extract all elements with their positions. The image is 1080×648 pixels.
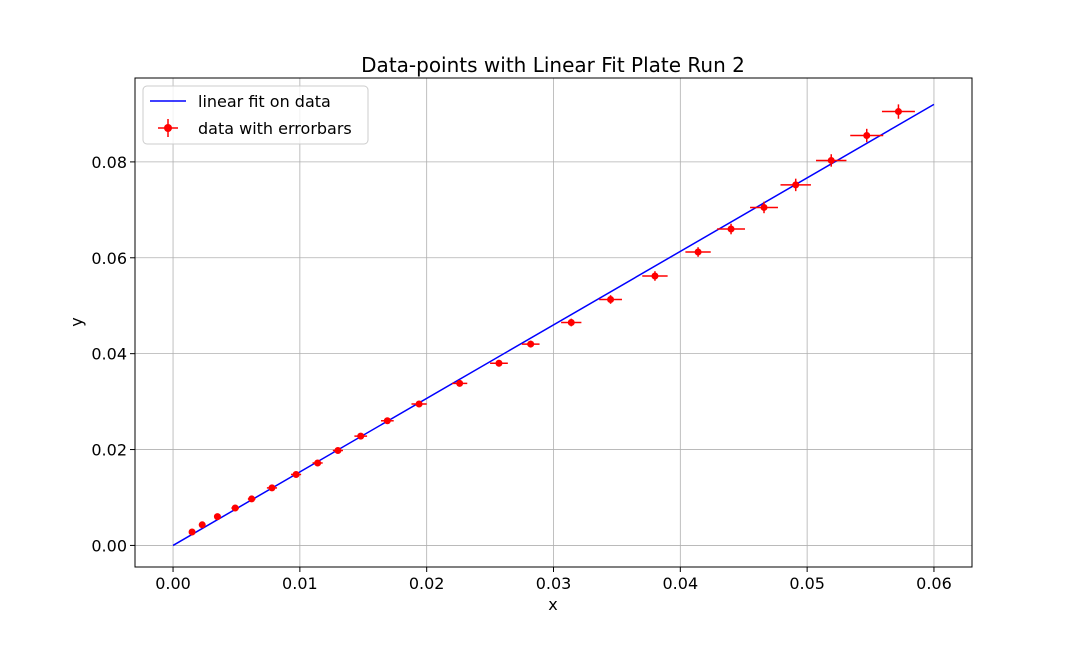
legend-errorbar-swatch (158, 119, 178, 137)
grid (135, 78, 972, 567)
data-marker (527, 340, 535, 348)
data-point (452, 379, 468, 387)
fit-line (172, 103, 935, 547)
data-marker (292, 470, 300, 478)
data-point (750, 201, 778, 214)
data-marker (383, 417, 391, 425)
x-tick-label: 0.03 (536, 574, 572, 593)
data-marker (268, 484, 276, 492)
x-tick-label: 0.05 (789, 574, 825, 593)
data-marker (567, 319, 575, 326)
data-marker (694, 248, 702, 256)
data-point (354, 432, 368, 440)
legend: linear fit on data data with errorbars (142, 85, 369, 145)
y-tick-label: 0.06 (91, 249, 127, 268)
data-point (521, 340, 540, 348)
x-axis-ticks: 0.00 0.01 0.02 0.03 0.04 0.05 0.06 (155, 567, 952, 593)
chart-title: Data-points with Linear Fit Plate Run 2 (361, 53, 745, 77)
data-marker (760, 203, 768, 211)
data-point (290, 470, 302, 478)
data-marker (456, 379, 464, 387)
data-marker (231, 504, 239, 512)
data-point (266, 484, 278, 492)
legend-box (142, 85, 369, 145)
y-axis-label: y (67, 317, 86, 326)
data-marker (334, 447, 342, 455)
data-point (881, 104, 915, 119)
data-points-layer (188, 104, 915, 536)
data-marker (495, 359, 503, 367)
fit-line-layer (172, 103, 935, 547)
y-axis-ticks: 0.00 0.02 0.04 0.06 0.08 (91, 153, 135, 555)
x-tick-label: 0.06 (916, 574, 952, 593)
data-marker (651, 272, 659, 280)
x-tick-label: 0.02 (409, 574, 445, 593)
y-tick-label: 0.00 (91, 536, 127, 555)
data-marker (415, 400, 423, 408)
data-point (213, 513, 221, 521)
data-marker (188, 528, 196, 536)
data-point (490, 359, 508, 367)
data-point (231, 504, 239, 512)
data-marker (198, 521, 206, 529)
data-marker (792, 181, 800, 189)
data-point (685, 247, 711, 257)
data-point (780, 178, 811, 192)
data-point (332, 447, 343, 455)
data-point (717, 223, 745, 235)
data-point (247, 495, 256, 503)
data-marker (863, 132, 871, 140)
data-marker (727, 225, 735, 233)
data-marker (607, 295, 615, 303)
x-tick-label: 0.00 (155, 574, 191, 593)
data-point (381, 417, 394, 425)
data-point (850, 128, 884, 143)
x-tick-label: 0.01 (282, 574, 318, 593)
data-point (312, 459, 323, 467)
data-point (411, 400, 427, 408)
y-tick-label: 0.08 (91, 153, 127, 172)
y-tick-label: 0.04 (91, 345, 127, 364)
data-marker (827, 156, 835, 164)
x-tick-label: 0.04 (663, 574, 699, 593)
data-marker (894, 108, 902, 116)
y-tick-label: 0.02 (91, 441, 127, 460)
data-point (816, 154, 847, 167)
legend-label-fit: linear fit on data (198, 92, 331, 111)
data-point (642, 271, 668, 281)
data-point (599, 295, 622, 304)
data-marker (213, 513, 221, 521)
data-marker (248, 495, 256, 503)
data-point (561, 318, 582, 327)
x-axis-label: x (548, 595, 557, 614)
data-point (198, 521, 206, 529)
data-marker (314, 459, 322, 467)
data-marker (357, 432, 365, 440)
data-point (188, 528, 196, 536)
legend-label-data: data with errorbars (198, 119, 352, 138)
